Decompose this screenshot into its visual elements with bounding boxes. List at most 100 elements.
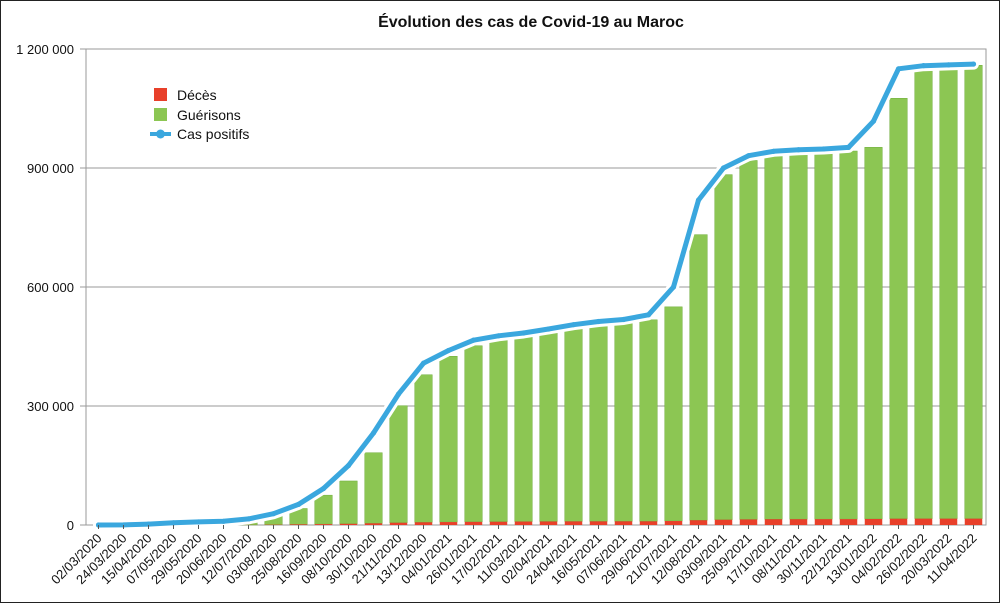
bar-guerisons: [614, 321, 633, 522]
bar-guerisons: [864, 147, 883, 520]
bar-guerisons: [564, 327, 583, 522]
point-cas-positifs: [745, 153, 752, 159]
bar-deces: [814, 519, 833, 525]
point-cas-positifs: [370, 430, 377, 436]
bar-guerisons: [739, 160, 758, 520]
point-cas-positifs: [470, 337, 477, 343]
point-cas-positifs: [620, 316, 627, 323]
point-cas-positifs: [495, 333, 502, 339]
bar-guerisons: [314, 494, 333, 525]
point-cas-positifs: [645, 312, 652, 318]
y-tick-label: 300 000: [27, 399, 74, 414]
bar-deces: [489, 521, 508, 525]
point-cas-positifs: [320, 485, 327, 492]
bar-guerisons: [639, 319, 658, 522]
legend-label-guerisons: Guérisons: [177, 107, 241, 123]
point-cas-positifs: [870, 118, 877, 124]
point-cas-positifs: [920, 63, 927, 69]
bar-guerisons: [439, 356, 458, 523]
legend-marker-cas-positifs: [156, 129, 165, 139]
point-cas-positifs: [695, 197, 702, 203]
point-cas-positifs: [170, 520, 177, 526]
point-cas-positifs: [970, 61, 977, 67]
bar-guerisons: [664, 306, 683, 522]
bar-deces: [339, 523, 358, 525]
bar-deces: [964, 518, 983, 525]
bar-deces: [764, 519, 783, 525]
bar-guerisons: [364, 452, 383, 524]
point-cas-positifs: [345, 462, 352, 469]
point-cas-positifs: [720, 165, 727, 171]
point-cas-positifs: [295, 501, 302, 507]
bar-deces: [639, 521, 658, 525]
point-cas-positifs: [795, 147, 802, 153]
bar-guerisons: [339, 480, 358, 525]
line-layer: [93, 58, 979, 531]
legend-label-deces: Décès: [177, 87, 217, 103]
bar-guerisons: [839, 150, 858, 520]
bar-deces: [364, 523, 383, 525]
legend-label-cas-positifs: Cas positifs: [177, 126, 249, 142]
bar-guerisons: [889, 98, 908, 519]
point-cas-positifs: [845, 144, 852, 150]
bar-guerisons: [389, 405, 408, 523]
y-tick-label: 900 000: [27, 161, 74, 176]
bar-guerisons: [489, 339, 508, 522]
legend: Décès Guérisons Cas positifs: [150, 87, 249, 142]
legend-swatch-deces: [154, 88, 167, 101]
point-cas-positifs: [120, 522, 127, 528]
bars-layer: [114, 65, 983, 526]
bar-deces: [889, 518, 908, 525]
bar-deces: [514, 521, 533, 525]
point-cas-positifs: [245, 516, 252, 522]
point-cas-positifs: [670, 284, 677, 290]
bar-guerisons: [964, 65, 983, 519]
point-cas-positifs: [195, 519, 202, 525]
bar-guerisons: [764, 154, 783, 520]
point-cas-positifs: [270, 511, 277, 517]
bar-deces: [664, 521, 683, 525]
y-tick-label: 0: [67, 518, 74, 533]
bar-deces: [739, 519, 758, 525]
bar-deces: [789, 519, 808, 525]
bar-guerisons: [464, 345, 483, 523]
line-cas-positifs: [96, 61, 976, 528]
point-cas-positifs: [770, 148, 777, 154]
bar-deces: [564, 521, 583, 525]
bar-deces: [714, 519, 733, 525]
point-cas-positifs: [220, 518, 227, 524]
point-cas-positifs: [895, 66, 902, 72]
bar-deces: [939, 518, 958, 525]
point-cas-positifs: [145, 521, 152, 527]
bar-guerisons: [714, 174, 733, 520]
bar-deces: [689, 520, 708, 525]
y-tick-label: 1 200 000: [16, 42, 74, 57]
bar-deces: [414, 522, 433, 525]
bar-deces: [864, 518, 883, 525]
point-cas-positifs: [570, 322, 577, 328]
bar-deces: [289, 524, 308, 525]
y-tick-label: 600 000: [27, 280, 74, 295]
bar-guerisons: [939, 65, 958, 519]
bar-guerisons: [814, 152, 833, 520]
point-cas-positifs: [395, 391, 402, 397]
bar-guerisons: [414, 374, 433, 523]
chart-title: Évolution des cas de Covid-19 au Maroc: [378, 12, 684, 31]
point-cas-positifs: [595, 318, 602, 325]
bar-deces: [839, 519, 858, 525]
bar-deces: [439, 522, 458, 525]
legend-swatch-guerisons: [154, 108, 167, 121]
bar-deces: [589, 521, 608, 525]
point-cas-positifs: [545, 326, 552, 332]
bar-guerisons: [539, 332, 558, 522]
bar-deces: [314, 524, 333, 525]
bar-guerisons: [514, 335, 533, 522]
point-cas-positifs: [520, 330, 527, 336]
point-cas-positifs: [95, 522, 102, 528]
point-cas-positifs: [445, 347, 452, 354]
point-cas-positifs: [820, 146, 827, 152]
bar-deces: [464, 521, 483, 525]
bar-deces: [539, 521, 558, 525]
